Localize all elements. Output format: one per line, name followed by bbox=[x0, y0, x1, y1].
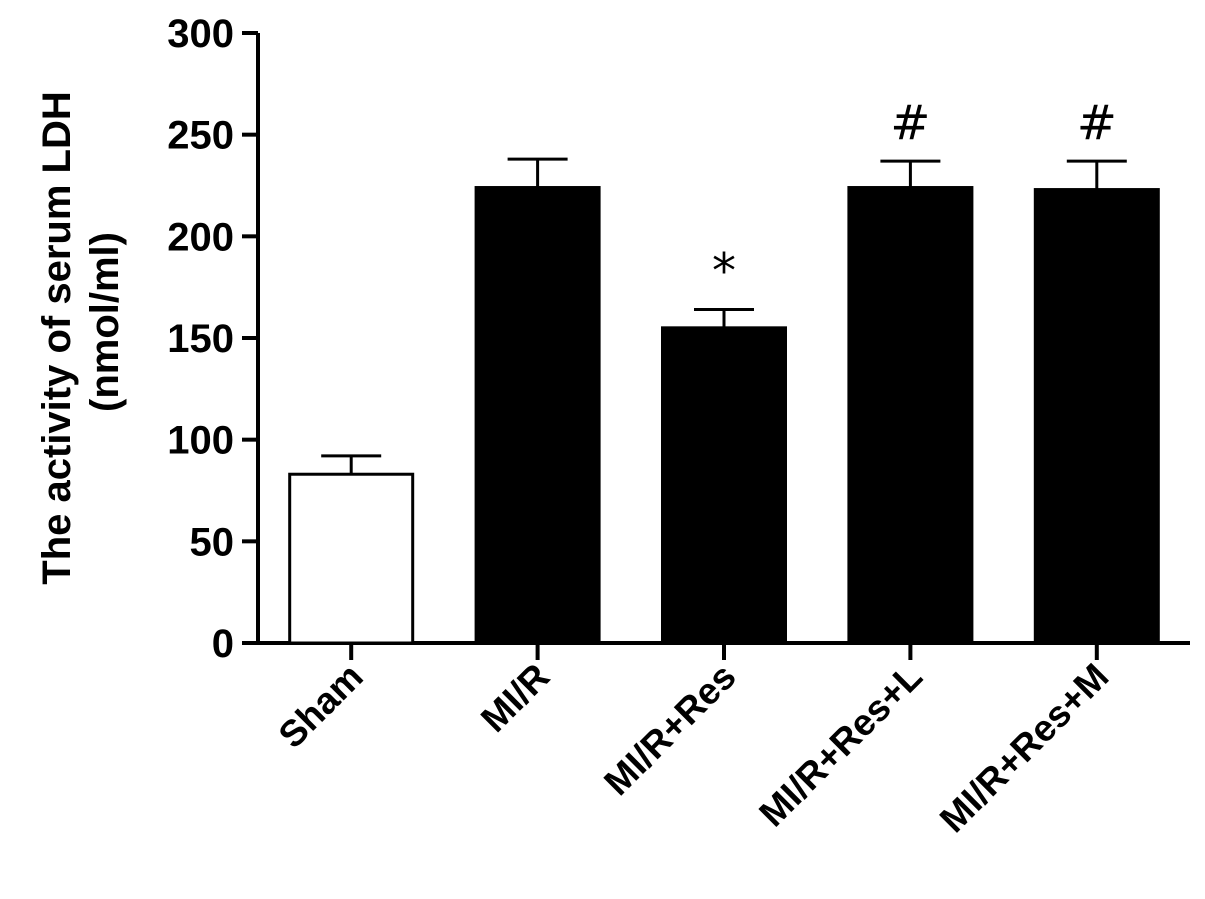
bar-mi-r bbox=[474, 186, 601, 645]
significance-mark: * bbox=[712, 244, 736, 300]
y-tick-label: 150 bbox=[167, 317, 234, 361]
x-tick-label: MI/R+Res bbox=[596, 656, 743, 803]
bar-sham bbox=[288, 472, 415, 645]
y-tick-label: 300 bbox=[167, 12, 234, 56]
x-tick-label: MI/R+Res+L bbox=[751, 656, 930, 835]
y-tick-label: 250 bbox=[167, 114, 234, 158]
significance-mark: # bbox=[1077, 95, 1117, 151]
bar-mi-r-res-m bbox=[1033, 188, 1160, 645]
x-tick-label: MI/R+Res+M bbox=[932, 656, 1117, 841]
bar-mi-r-res bbox=[661, 326, 787, 645]
y-axis-title-line1: The activity of serum LDH bbox=[35, 91, 79, 584]
y-axis-title: The activity of serum LDH (nmol/ml) bbox=[35, 91, 127, 584]
y-tick-label: 0 bbox=[212, 622, 234, 666]
bars: * # # bbox=[288, 95, 1160, 645]
y-tick-label: 200 bbox=[167, 215, 234, 259]
significance-mark: # bbox=[890, 95, 930, 151]
y-axis-title-line2: (nmol/ml) bbox=[83, 232, 127, 412]
bar-mi-r-res-l bbox=[847, 186, 974, 645]
x-tick-label: Sham bbox=[271, 656, 371, 756]
x-tick-label: MI/R bbox=[473, 656, 557, 740]
y-tick-label: 100 bbox=[167, 419, 234, 463]
y-tick-label: 50 bbox=[190, 520, 235, 564]
